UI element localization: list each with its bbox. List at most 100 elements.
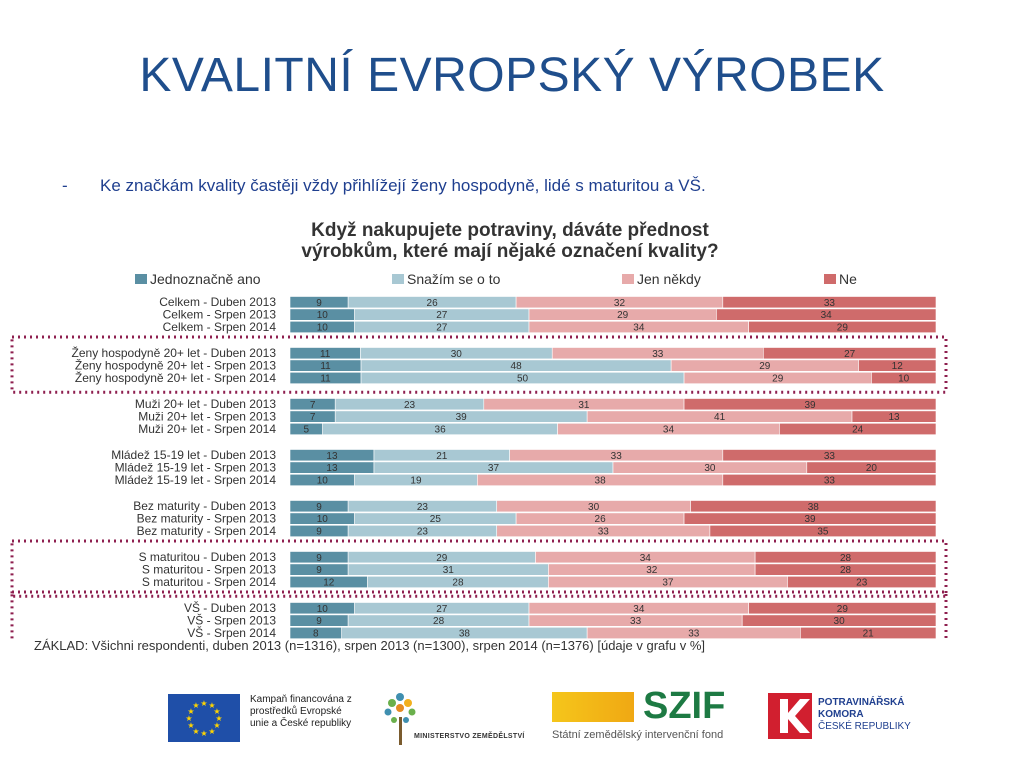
row-label: Bez maturity - Duben 2013: [133, 499, 276, 513]
data-label: 33: [652, 349, 664, 360]
svg-text:★: ★: [213, 721, 220, 730]
legend-label: Snažím se o to: [407, 271, 501, 287]
highlight-box: [10, 539, 948, 598]
data-label: 9: [316, 616, 322, 627]
data-label: 39: [804, 514, 816, 525]
svg-text:★: ★: [192, 701, 199, 710]
bullet-text: Ke značkám kvality častěji vždy přihlíže…: [100, 176, 706, 195]
row-label: Ženy hospodyně 20+ let - Srpen 2014: [75, 370, 276, 385]
svg-text:★: ★: [185, 714, 192, 723]
data-label: 29: [759, 361, 771, 372]
data-label: 38: [459, 629, 471, 640]
highlight-box: [10, 335, 948, 394]
eu-funding-text: Kampaň financována z prostředků Evropské…: [250, 694, 352, 729]
data-label: 36: [435, 425, 447, 436]
data-label: 39: [456, 412, 468, 423]
legend-swatch: [135, 274, 147, 284]
data-label: 32: [646, 565, 658, 576]
data-label: 33: [824, 476, 836, 487]
data-label: 23: [417, 527, 429, 538]
data-label: 37: [662, 578, 674, 589]
data-label: 10: [317, 604, 329, 615]
data-label: 33: [611, 451, 623, 462]
legend-swatch: [824, 274, 836, 284]
data-label: 28: [840, 565, 852, 576]
data-label: 33: [598, 527, 610, 538]
data-label: 9: [316, 527, 322, 538]
bullet-point: - Ke značkám kvality častěji vždy přihlíž…: [62, 176, 706, 196]
data-label: 32: [614, 298, 626, 309]
svg-text:★: ★: [200, 729, 207, 738]
data-label: 21: [436, 451, 448, 462]
data-label: 28: [433, 616, 445, 627]
data-label: 33: [630, 616, 642, 627]
bar-segment: [690, 500, 937, 513]
data-label: 7: [310, 400, 316, 411]
chart-footnote: ZÁKLAD: Všichni respondenti, duben 2013 …: [34, 638, 706, 653]
data-label: 9: [316, 298, 322, 309]
row-label: VŠ - Srpen 2013: [187, 613, 276, 628]
row-label: Celkem - Srpen 2014: [163, 320, 277, 334]
data-label: 35: [817, 527, 829, 538]
tree-icon: [378, 687, 528, 751]
pk-line-1: POTRAVINÁŘSKÁ: [818, 697, 905, 708]
data-label: 27: [844, 349, 856, 360]
data-label: 34: [663, 425, 675, 436]
bar-segment: [806, 461, 937, 474]
row-label: Ženy hospodyně 20+ let - Srpen 2013: [75, 358, 276, 373]
bar-segment: [748, 602, 937, 615]
bar-segment: [754, 563, 937, 576]
svg-text:★: ★: [187, 707, 194, 716]
bar-segment: [748, 320, 937, 333]
data-label: 29: [837, 604, 849, 615]
row-label: S maturitou - Duben 2013: [139, 550, 277, 564]
data-label: 12: [892, 361, 904, 372]
svg-text:★: ★: [208, 701, 215, 710]
data-label: 25: [430, 514, 442, 525]
bar-segment: [722, 296, 937, 309]
pk-line-3: ČESKÉ REPUBLIKY: [818, 721, 911, 732]
chart-title-line-2: výrobkům, které mají nějaké označení kva…: [301, 241, 719, 262]
row-label: Muži 20+ let - Srpen 2013: [138, 410, 276, 424]
svg-text:★: ★: [200, 699, 207, 708]
bar-segment: [741, 614, 937, 627]
data-label: 10: [317, 310, 329, 321]
slide-title: KVALITNÍ EVROPSKÝ VÝROBEK: [139, 49, 885, 102]
data-label: 7: [310, 412, 316, 423]
data-label: 28: [452, 578, 464, 589]
row-label: S maturitou - Srpen 2013: [142, 563, 276, 577]
data-label: 27: [436, 310, 448, 321]
legend-label: Jen někdy: [637, 271, 701, 287]
data-label: 29: [772, 374, 784, 385]
data-label: 34: [640, 553, 652, 564]
bar-segment: [722, 449, 937, 462]
row-label: Muži 20+ let - Srpen 2014: [138, 422, 276, 436]
bar-segment: [754, 551, 937, 564]
data-label: 38: [595, 476, 607, 487]
bar-segment: [716, 308, 937, 321]
data-label: 38: [808, 502, 820, 513]
data-label: 34: [821, 310, 833, 321]
data-label: 9: [316, 502, 322, 513]
bar-segment: [858, 359, 937, 372]
data-label: 26: [595, 514, 607, 525]
stacked-bar-chart: Jednoznačně ano Snažím se o to Jen někdy Ne…: [10, 271, 948, 640]
data-label: 33: [688, 629, 700, 640]
data-label: 10: [317, 514, 329, 525]
szif-logo-text: SZIF: [643, 685, 726, 727]
row-label: Bez maturity - Srpen 2014: [137, 524, 277, 538]
data-label: 33: [824, 298, 836, 309]
legend-swatch: [622, 274, 634, 284]
data-label: 31: [578, 400, 590, 411]
data-label: 30: [451, 349, 463, 360]
field-icon: [552, 692, 634, 722]
data-label: 23: [856, 578, 868, 589]
highlight-box: [10, 590, 948, 640]
bar-segment: [871, 371, 937, 384]
data-label: 29: [837, 323, 849, 334]
data-label: 34: [633, 323, 645, 334]
data-label: 10: [317, 323, 329, 334]
svg-text:★: ★: [213, 707, 220, 716]
data-label: 27: [436, 604, 448, 615]
data-label: 13: [326, 451, 338, 462]
